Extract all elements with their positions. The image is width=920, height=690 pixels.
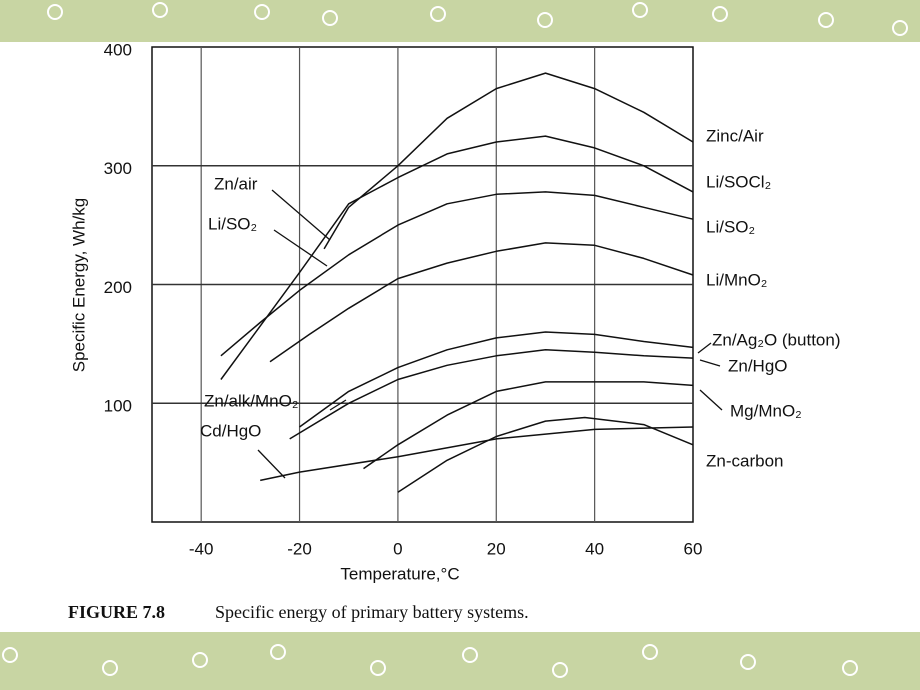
series-line xyxy=(299,331,694,428)
banner-icon xyxy=(192,652,208,668)
banner-icon xyxy=(642,644,658,660)
series-line xyxy=(220,135,694,380)
banner-icon xyxy=(818,12,834,28)
label-pointer xyxy=(699,389,723,411)
banner-icon xyxy=(462,647,478,663)
caption: Specific energy of primary battery syste… xyxy=(215,602,529,622)
banner-icon xyxy=(102,660,118,676)
x-tick-label: -40 xyxy=(189,539,214,558)
banner-icon xyxy=(152,2,168,18)
banner-icon xyxy=(537,12,553,28)
label-pointer xyxy=(257,449,286,479)
annotation: Li/SO₂ xyxy=(208,214,257,233)
banner-icon xyxy=(370,660,386,676)
banner-icon xyxy=(842,660,858,676)
label-pointer xyxy=(699,359,721,367)
x-tick-label: 0 xyxy=(393,539,402,558)
x-tick-label: 40 xyxy=(585,539,604,558)
series-label: Li/MnO₂ xyxy=(706,270,767,289)
x-axis-label: Temperature,°C xyxy=(340,564,459,583)
top-banner xyxy=(0,0,920,42)
series-line xyxy=(269,242,694,363)
banner-icon xyxy=(552,662,568,678)
series-label: Cd/HgO xyxy=(200,421,261,440)
series-line xyxy=(323,72,694,250)
bottom-banner xyxy=(0,632,920,690)
series-label: Li/SOCl₂ xyxy=(706,172,771,191)
banner-icon xyxy=(322,10,338,26)
series-line xyxy=(220,191,694,357)
y-tick-label: 200 xyxy=(104,278,132,297)
annotation-pointer xyxy=(273,229,328,267)
series-line xyxy=(289,349,694,440)
banner-icons xyxy=(2,2,908,678)
y-tick-label: 400 xyxy=(104,40,132,59)
banner-icon xyxy=(430,6,446,22)
y-tick-label: 100 xyxy=(104,397,132,416)
annotation-pointer xyxy=(271,189,331,241)
x-tick-label: 60 xyxy=(684,539,703,558)
banner-icon xyxy=(2,647,18,663)
series-label: Zn-carbon xyxy=(706,451,783,470)
banner-icon xyxy=(712,6,728,22)
series-label: Zinc/Air xyxy=(706,126,764,145)
series-line xyxy=(397,416,694,493)
banner-icon xyxy=(740,654,756,670)
banner-icon xyxy=(47,4,63,20)
series-label: Li/SO₂ xyxy=(706,217,755,236)
series-label: Zn/Ag₂O (button) xyxy=(712,330,841,349)
x-tick-label: -20 xyxy=(287,539,312,558)
label-pointer xyxy=(697,342,712,354)
caption-label: FIGURE 7.8 xyxy=(68,602,165,622)
banner-icon xyxy=(892,20,908,36)
banner-icon xyxy=(254,4,270,20)
annotation-pointer xyxy=(329,399,347,411)
banner-icon xyxy=(270,644,286,660)
series-label: Mg/MnO₂ xyxy=(730,401,802,420)
series-label: Zn/HgO xyxy=(728,356,788,375)
series-line xyxy=(260,426,694,482)
x-tick-label: 20 xyxy=(487,539,506,558)
y-axis-label: Specific Energy, Wh/kg xyxy=(69,198,88,372)
annotation: Zn/alk/MnO₂ xyxy=(204,391,298,410)
y-tick-label: 300 xyxy=(104,159,132,178)
series-line xyxy=(363,381,694,470)
annotation: Zn/air xyxy=(214,174,258,193)
banner-icon xyxy=(632,2,648,18)
